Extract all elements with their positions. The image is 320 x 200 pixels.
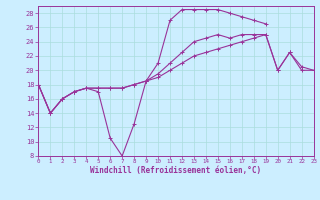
X-axis label: Windchill (Refroidissement éolien,°C): Windchill (Refroidissement éolien,°C)	[91, 166, 261, 175]
